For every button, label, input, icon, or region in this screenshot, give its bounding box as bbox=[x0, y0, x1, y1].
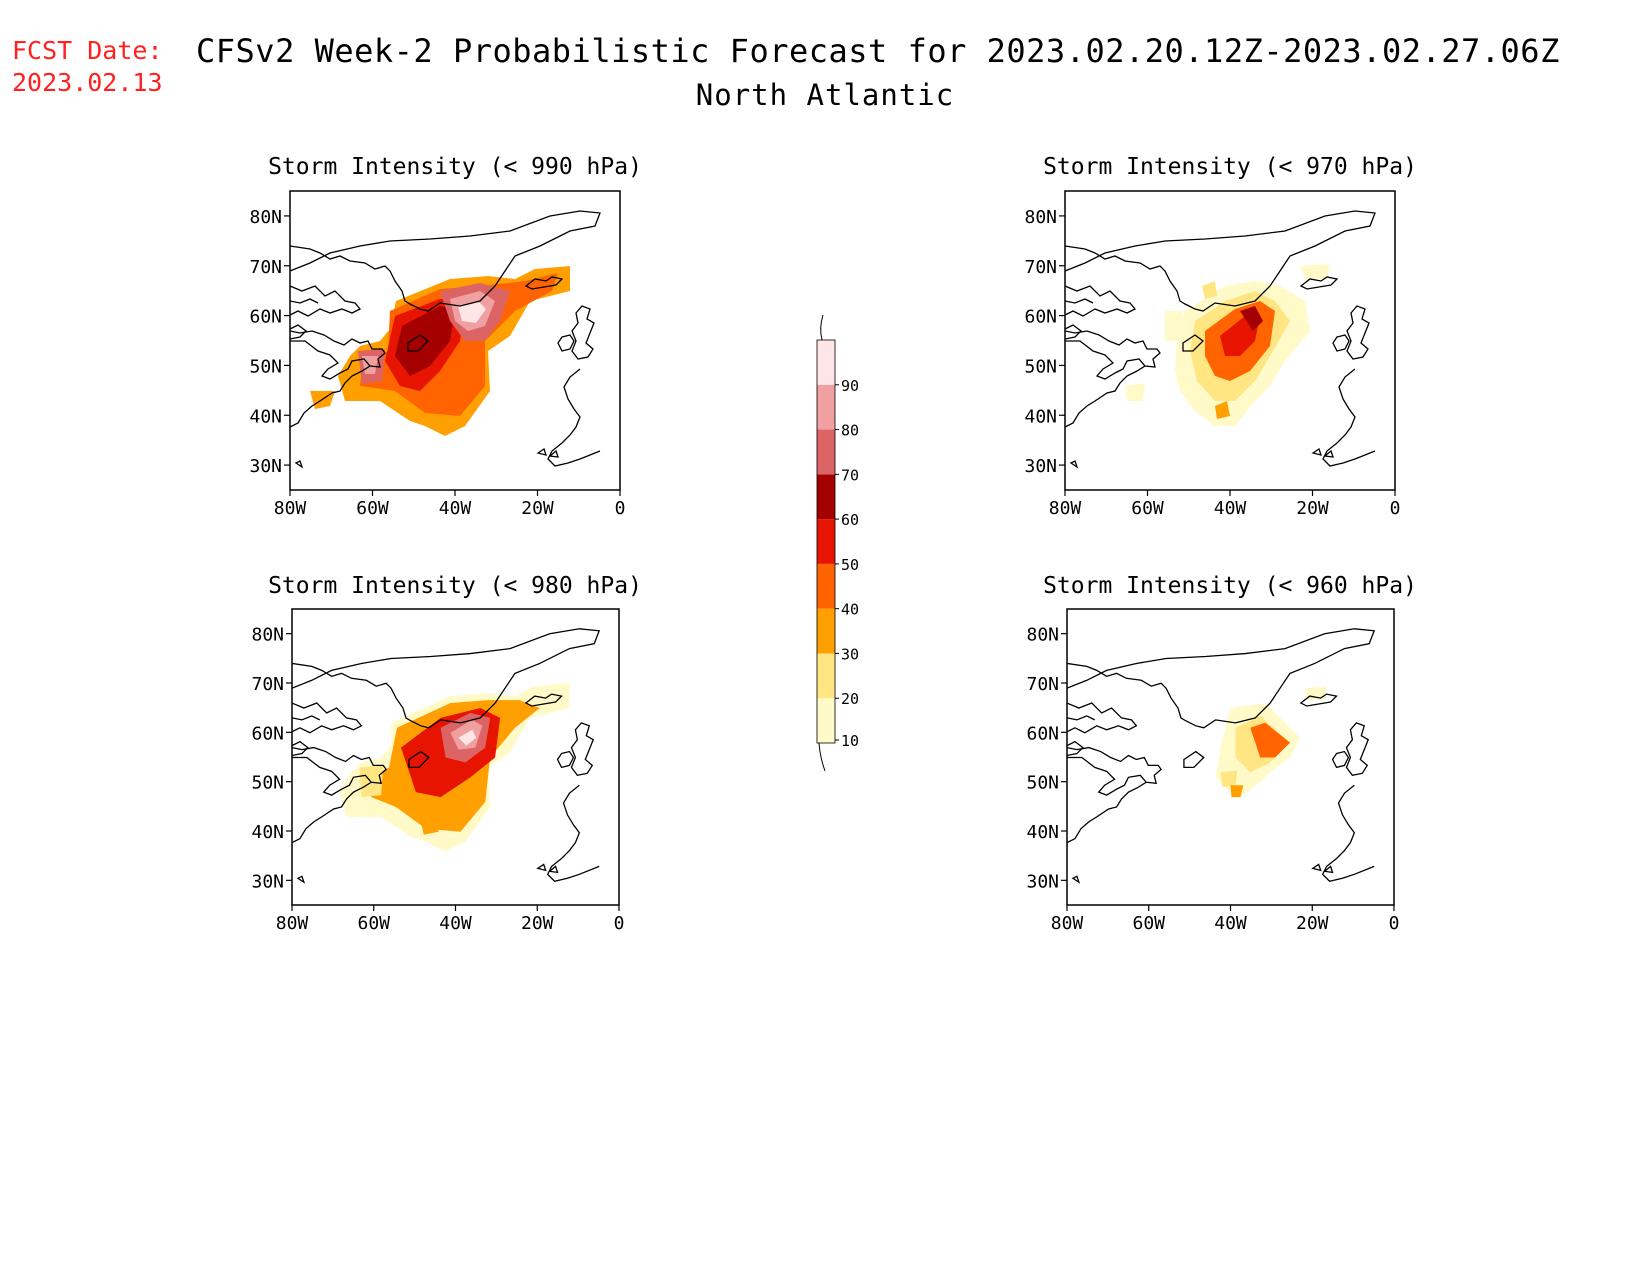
lon-tick-label: 0 bbox=[615, 498, 626, 519]
probability-region bbox=[458, 729, 477, 746]
probability-region bbox=[458, 301, 486, 323]
map-panel: Storm Intensity (< 970 hPa) 80N 70N 60N 50N 4… bbox=[1024, 154, 1416, 519]
forecast-date-label: FCST Date: bbox=[12, 36, 163, 65]
lat-tick-label: 80N bbox=[249, 207, 282, 228]
probability-region bbox=[395, 306, 455, 376]
lon-tick-label: 80W bbox=[274, 498, 307, 519]
probability-shading bbox=[1215, 686, 1327, 798]
lat-tick-label: 70N bbox=[1024, 257, 1057, 278]
lon-tick-label: 80W bbox=[1051, 913, 1084, 934]
colorbar-frame bbox=[816, 339, 836, 744]
probability-region bbox=[1125, 383, 1145, 401]
map-panel: Storm Intensity (< 960 hPa) 80N 70N 60N 50N 4… bbox=[1026, 573, 1416, 934]
lat-tick-label: 60N bbox=[251, 723, 284, 744]
probability-region bbox=[1250, 722, 1290, 758]
lon-tick-label: 20W bbox=[521, 498, 554, 519]
lon-tick-label: 0 bbox=[1390, 498, 1401, 519]
lat-tick-label: 80N bbox=[1024, 207, 1057, 228]
lon-tick-label: 40W bbox=[439, 498, 472, 519]
panel-title: Storm Intensity (< 970 hPa) bbox=[1043, 154, 1417, 180]
panel-title: Storm Intensity (< 980 hPa) bbox=[268, 573, 642, 599]
colorbar: 10 20 30 40 50 60 70 80 90 bbox=[816, 314, 859, 772]
lat-tick-label: 60N bbox=[1024, 307, 1057, 328]
map-panel: Storm Intensity (< 980 hPa) 80N 70N 60N 50N 4… bbox=[251, 573, 641, 934]
lat-tick-label: 70N bbox=[249, 257, 282, 278]
colorbar-top-cap bbox=[820, 314, 824, 341]
lat-tick-label: 50N bbox=[1024, 356, 1057, 377]
colorbar-swatch bbox=[817, 519, 835, 564]
lat-tick-label: 30N bbox=[251, 871, 284, 892]
probability-shading bbox=[1125, 264, 1330, 426]
colorbar-swatch bbox=[817, 608, 835, 654]
lat-tick-label: 60N bbox=[1026, 723, 1059, 744]
lon-tick-label: 60W bbox=[356, 498, 389, 519]
map-panel: Storm Intensity (< 990 hPa) 80N 70N 60N 50N 4… bbox=[249, 154, 641, 519]
lat-tick-label: 30N bbox=[1024, 456, 1057, 477]
colorbar-swatch bbox=[817, 653, 835, 699]
colorbar-label: 90 bbox=[841, 377, 859, 395]
lon-tick-label: 20W bbox=[1296, 498, 1329, 519]
probability-shading bbox=[310, 266, 570, 436]
lat-tick-label: 80N bbox=[251, 625, 284, 646]
lon-tick-label: 80W bbox=[1049, 498, 1082, 519]
lon-tick-label: 40W bbox=[1214, 498, 1247, 519]
lat-tick-label: 40N bbox=[251, 822, 284, 843]
lon-tick-label: 40W bbox=[439, 913, 472, 934]
colorbar-label: 20 bbox=[841, 690, 859, 708]
lat-tick-label: 80N bbox=[1026, 625, 1059, 646]
probability-region bbox=[1215, 401, 1230, 419]
probability-region bbox=[1202, 281, 1217, 299]
panel-title: Storm Intensity (< 960 hPa) bbox=[1043, 573, 1417, 599]
lat-tick-label: 50N bbox=[251, 773, 284, 794]
lon-tick-label: 20W bbox=[521, 913, 554, 934]
colorbar-label: 70 bbox=[841, 466, 859, 484]
region-subtitle: North Atlantic bbox=[695, 78, 955, 112]
probability-region bbox=[1230, 785, 1244, 798]
probability-region bbox=[359, 765, 384, 798]
probability-region bbox=[1220, 770, 1238, 788]
probability-region bbox=[1240, 306, 1263, 331]
lat-tick-label: 40N bbox=[249, 406, 282, 427]
lat-tick-label: 30N bbox=[1026, 871, 1059, 892]
lat-tick-label: 40N bbox=[1026, 822, 1059, 843]
colorbar-swatch bbox=[817, 429, 835, 475]
lon-tick-label: 20W bbox=[1296, 913, 1329, 934]
lat-tick-label: 60N bbox=[249, 307, 282, 328]
panel-title: Storm Intensity (< 990 hPa) bbox=[268, 154, 642, 180]
colorbar-label: 10 bbox=[841, 732, 859, 750]
lon-tick-label: 0 bbox=[1389, 913, 1400, 934]
colorbar-swatch bbox=[817, 563, 835, 609]
lat-tick-label: 40N bbox=[1024, 406, 1057, 427]
lat-tick-label: 50N bbox=[1026, 773, 1059, 794]
lon-tick-label: 60W bbox=[1131, 498, 1164, 519]
page-title: CFSv2 Week-2 Probabilistic Forecast for … bbox=[196, 32, 1560, 70]
colorbar-bottom-cap bbox=[818, 742, 826, 772]
probability-region bbox=[1300, 264, 1330, 279]
probability-shading bbox=[339, 683, 570, 852]
colorbar-label: 60 bbox=[841, 511, 859, 529]
colorbar-swatch bbox=[817, 384, 835, 430]
colorbar-label: 40 bbox=[841, 601, 859, 619]
lon-tick-label: 0 bbox=[614, 913, 625, 934]
colorbar-swatch bbox=[817, 698, 835, 743]
lat-tick-label: 70N bbox=[1026, 674, 1059, 695]
colorbar-label: 50 bbox=[841, 556, 859, 574]
lon-tick-label: 40W bbox=[1214, 913, 1247, 934]
lon-tick-label: 60W bbox=[357, 913, 390, 934]
probability-region bbox=[1165, 311, 1183, 341]
colorbar-swatch bbox=[817, 340, 835, 385]
colorbar-swatch bbox=[817, 474, 835, 520]
forecast-date-value: 2023.02.13 bbox=[12, 68, 163, 97]
lat-tick-label: 50N bbox=[249, 356, 282, 377]
probability-region bbox=[420, 818, 439, 835]
lat-tick-label: 30N bbox=[249, 456, 282, 477]
lat-tick-label: 70N bbox=[251, 674, 284, 695]
colorbar-label: 30 bbox=[841, 645, 859, 663]
lon-tick-label: 80W bbox=[276, 913, 309, 934]
colorbar-label: 80 bbox=[841, 422, 859, 440]
lon-tick-label: 60W bbox=[1132, 913, 1165, 934]
